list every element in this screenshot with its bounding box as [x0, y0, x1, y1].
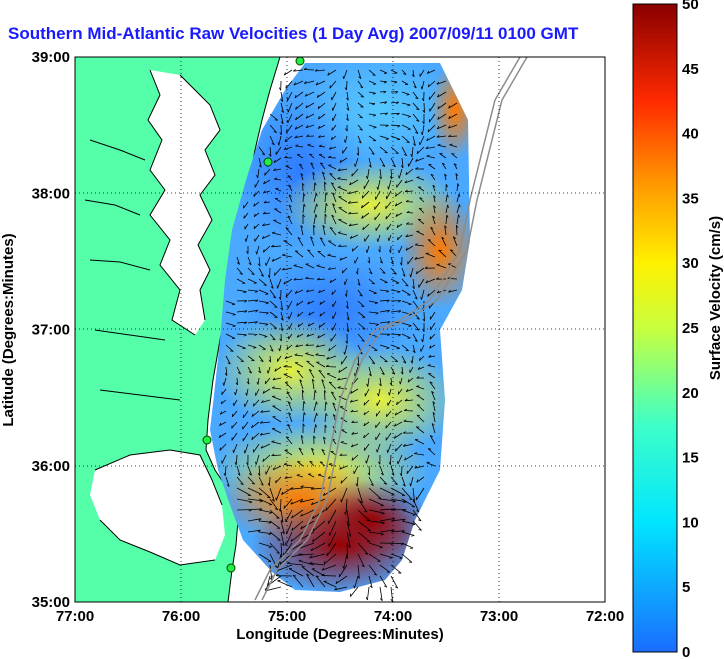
- colorbar: [632, 3, 678, 653]
- x-tick-labels: 77:00 76:00 75:00 74:00 73:00 72:00: [56, 608, 624, 625]
- colorbar-tick-label: 0: [682, 644, 690, 659]
- pamlico-sound: [90, 450, 225, 565]
- x-tick-label: 77:00: [56, 608, 94, 625]
- plot-border: [74, 56, 606, 603]
- colorbar-tick-label: 30: [682, 255, 699, 272]
- station-marker: [202, 435, 212, 445]
- hf-radar-stations: [202, 57, 305, 573]
- y-tick-label: 36:00: [32, 458, 70, 475]
- y-tick-label: 35:00: [32, 594, 70, 611]
- colorbar-tick-label: 50: [682, 0, 699, 13]
- bathymetry-lines: [254, 57, 528, 601]
- colorbar-tick-label: 10: [682, 514, 699, 531]
- chart-title: Southern Mid-Atlantic Raw Velocities (1 …: [8, 24, 579, 43]
- y-tick-label: 37:00: [32, 322, 70, 339]
- station-marker: [226, 563, 236, 573]
- colorbar-label: Surface Velocity (cm/s): [707, 216, 724, 380]
- colorbar-tick-label: 25: [682, 320, 699, 337]
- station-marker: [263, 157, 273, 167]
- colorbar-tick-label: 20: [682, 385, 699, 402]
- x-tick-label: 76:00: [162, 608, 200, 625]
- x-tick-label: 72:00: [586, 608, 624, 625]
- velocity-arrows: [218, 67, 461, 602]
- colorbar-tick-label: 35: [682, 190, 699, 207]
- y-tick-label: 39:00: [32, 49, 70, 66]
- x-tick-label: 74:00: [374, 608, 412, 625]
- y-axis-label: Latitude (Degrees:Minutes): [0, 233, 17, 426]
- colorbar-tick-label: 45: [682, 61, 699, 78]
- colorbar-tick-label: 15: [682, 450, 699, 467]
- station-marker: [295, 57, 305, 66]
- velocity-field: [210, 63, 470, 592]
- x-tick-label: 75:00: [268, 608, 306, 625]
- coastline-detail: [84, 57, 281, 602]
- y-tick-labels: 39:00 38:00 37:00 36:00 35:00: [32, 49, 70, 611]
- x-axis-label: Longitude (Degrees:Minutes): [236, 626, 444, 643]
- colorbar-tick-label: 40: [682, 126, 699, 143]
- chesapeake-bay: [148, 70, 220, 335]
- y-tick-label: 38:00: [32, 185, 70, 202]
- colorbar-tick-label: 5: [682, 579, 690, 596]
- x-tick-label: 73:00: [480, 608, 518, 625]
- grid-lines: [75, 57, 605, 602]
